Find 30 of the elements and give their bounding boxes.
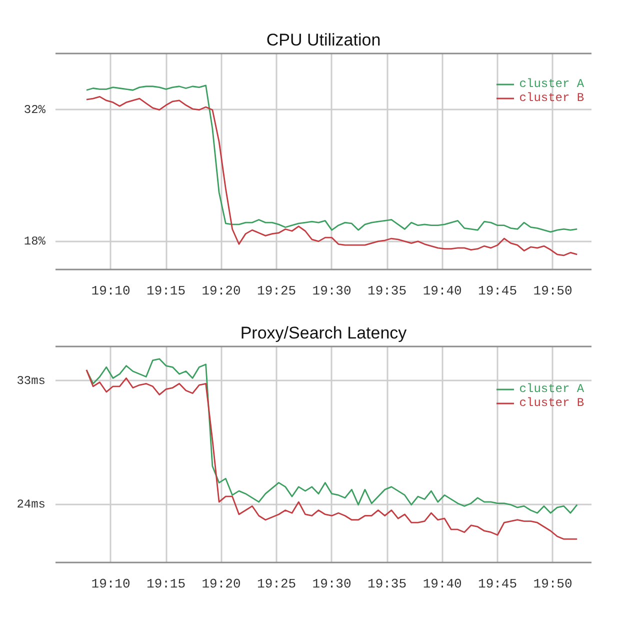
x-tick-label: 19:35 <box>368 284 407 298</box>
x-tick-label: 19:40 <box>422 284 462 298</box>
x-tick-label: 19:45 <box>478 576 518 592</box>
legend-label: cluster A <box>519 77 584 91</box>
x-tick-label: 19:10 <box>91 576 130 592</box>
y-tick-label: 33ms <box>16 374 46 388</box>
chart-title: CPU Utilization <box>266 30 381 50</box>
x-tick-label: 19:50 <box>533 576 572 592</box>
x-tick-label: 19:10 <box>91 284 130 298</box>
x-tick-label: 19:15 <box>146 284 186 298</box>
y-tick-label: 32% <box>24 102 46 117</box>
line-series <box>86 369 578 540</box>
legend-label: cluster B <box>519 91 584 105</box>
x-tick-label: 19:20 <box>202 576 241 592</box>
x-tick-label: 19:20 <box>202 284 241 298</box>
line-series <box>86 358 578 514</box>
x-tick-label: 19:50 <box>533 284 572 298</box>
x-tick-label: 19:15 <box>146 576 186 592</box>
legend-label: cluster B <box>519 396 584 410</box>
y-tick-label: 18% <box>24 234 46 248</box>
legend-label: cluster A <box>519 382 584 396</box>
chart-title: Proxy/Search Latency <box>240 324 408 342</box>
y-tick-label: 24ms <box>16 498 46 512</box>
x-tick-label: 19:45 <box>478 284 518 298</box>
x-tick-label: 19:30 <box>312 284 352 298</box>
x-tick-label: 19:25 <box>257 284 296 298</box>
x-tick-label: 19:40 <box>422 576 462 592</box>
x-tick-label: 19:35 <box>368 576 407 592</box>
x-tick-label: 19:25 <box>257 576 296 592</box>
x-tick-label: 19:30 <box>312 576 352 592</box>
